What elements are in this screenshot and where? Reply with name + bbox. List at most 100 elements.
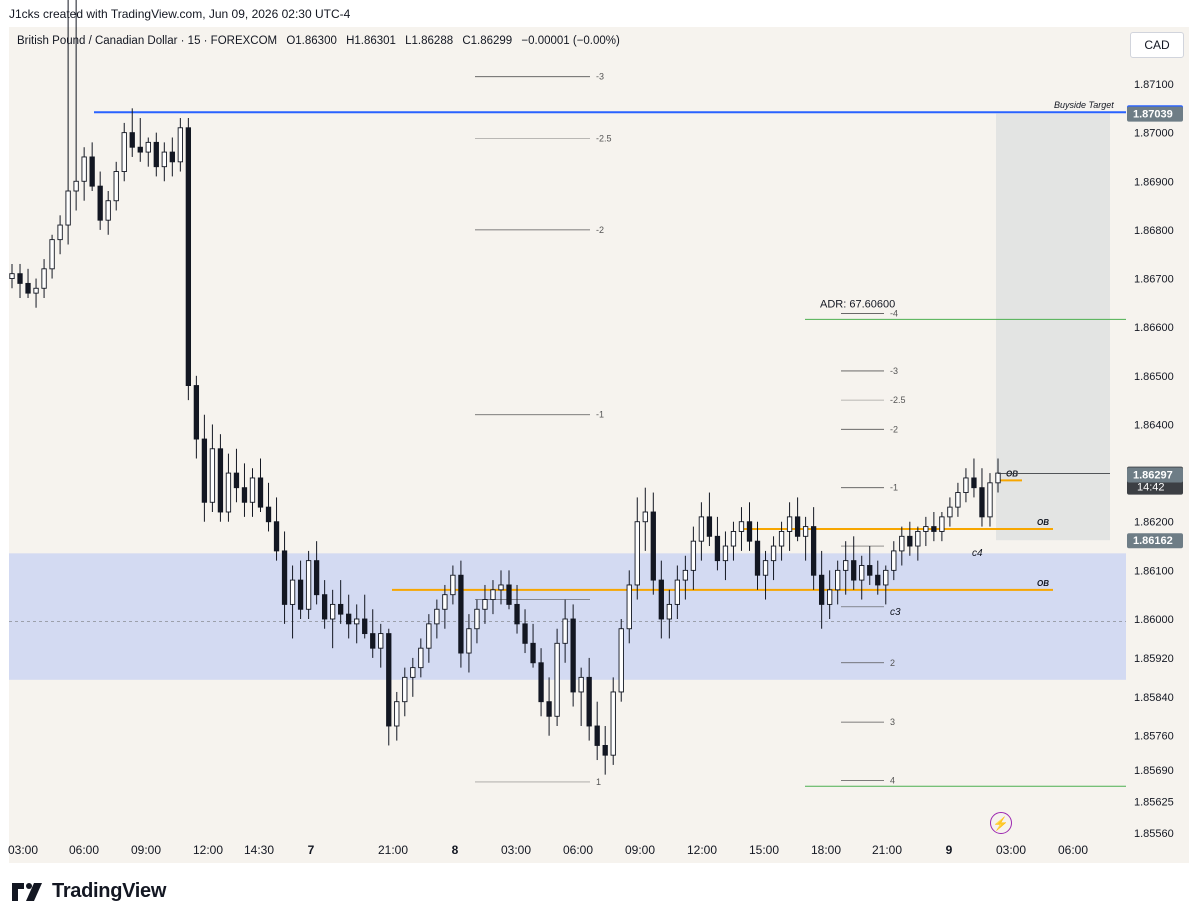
candle[interactable]	[354, 618, 360, 625]
candle[interactable]	[193, 385, 200, 440]
candle[interactable]	[177, 127, 183, 163]
candle[interactable]	[650, 511, 656, 581]
candle[interactable]	[578, 676, 584, 693]
candle[interactable]	[442, 594, 448, 610]
candle[interactable]	[939, 516, 945, 532]
candle[interactable]	[626, 584, 632, 630]
candle[interactable]	[843, 560, 849, 571]
candle[interactable]	[378, 633, 384, 649]
candle[interactable]	[249, 477, 256, 503]
candle[interactable]	[963, 477, 969, 493]
candle[interactable]	[458, 574, 464, 654]
candle[interactable]	[217, 448, 224, 513]
candle[interactable]	[867, 565, 873, 576]
candle[interactable]	[802, 526, 809, 537]
candle[interactable]	[410, 667, 416, 678]
candle[interactable]	[233, 472, 240, 489]
tradingview-logo[interactable]: TradingView	[12, 880, 166, 903]
flash-icon[interactable]: ⚡	[990, 812, 1012, 834]
candle[interactable]	[169, 151, 175, 163]
candle[interactable]	[666, 603, 672, 620]
candle[interactable]	[49, 239, 55, 270]
currency-button[interactable]: CAD	[1130, 32, 1184, 58]
candle[interactable]	[321, 594, 328, 620]
candle[interactable]	[907, 535, 913, 547]
candle[interactable]	[827, 589, 833, 605]
candle[interactable]	[9, 273, 15, 279]
candle[interactable]	[17, 273, 23, 284]
candle[interactable]	[810, 526, 817, 576]
candle[interactable]	[313, 560, 320, 596]
candle[interactable]	[514, 603, 520, 625]
candle[interactable]	[482, 599, 488, 610]
candle[interactable]	[722, 545, 729, 562]
candle[interactable]	[257, 477, 264, 508]
candle[interactable]	[506, 584, 512, 605]
candle[interactable]	[161, 151, 167, 168]
candle[interactable]	[835, 569, 841, 591]
candle[interactable]	[851, 560, 857, 581]
candle[interactable]	[330, 603, 336, 620]
candle[interactable]	[474, 608, 480, 630]
candle[interactable]	[105, 200, 111, 221]
candle[interactable]	[153, 141, 159, 168]
candle[interactable]	[762, 560, 769, 576]
candle[interactable]	[201, 438, 208, 503]
candle[interactable]	[658, 579, 664, 620]
candle[interactable]	[386, 633, 392, 727]
candle[interactable]	[690, 540, 697, 571]
candle[interactable]	[674, 579, 680, 605]
candle[interactable]	[418, 647, 424, 669]
candle[interactable]	[586, 676, 592, 727]
candle[interactable]	[730, 531, 737, 547]
candle[interactable]	[931, 526, 937, 532]
candle[interactable]	[281, 550, 288, 605]
candle[interactable]	[746, 521, 753, 542]
candle[interactable]	[121, 132, 127, 172]
candle[interactable]	[562, 618, 568, 644]
candle[interactable]	[65, 190, 71, 226]
candle[interactable]	[265, 506, 272, 523]
candle[interactable]	[466, 628, 472, 654]
candle[interactable]	[450, 574, 456, 596]
candle[interactable]	[297, 579, 304, 610]
candle[interactable]	[610, 691, 616, 756]
candle[interactable]	[362, 618, 368, 635]
candle[interactable]	[73, 180, 79, 192]
candle[interactable]	[618, 628, 624, 693]
candle[interactable]	[129, 132, 135, 148]
candle[interactable]	[522, 623, 528, 644]
candle[interactable]	[346, 613, 352, 625]
candle[interactable]	[883, 569, 889, 586]
candle[interactable]	[570, 618, 576, 693]
candle[interactable]	[594, 725, 600, 746]
candle[interactable]	[554, 642, 560, 717]
candle[interactable]	[498, 584, 504, 591]
candle[interactable]	[875, 574, 881, 586]
candle[interactable]	[185, 127, 192, 386]
candle[interactable]	[137, 146, 143, 153]
candle[interactable]	[97, 185, 103, 221]
candle[interactable]	[305, 560, 312, 610]
candle[interactable]	[698, 516, 705, 542]
candle[interactable]	[289, 579, 296, 605]
candle[interactable]	[402, 676, 408, 703]
candle[interactable]	[538, 662, 544, 703]
candle[interactable]	[145, 141, 151, 153]
candle[interactable]	[979, 487, 985, 518]
candle[interactable]	[987, 482, 993, 518]
candle[interactable]	[81, 156, 87, 182]
candle[interactable]	[490, 589, 496, 600]
candle[interactable]	[794, 516, 801, 537]
candle[interactable]	[426, 623, 432, 649]
candle[interactable]	[770, 545, 777, 562]
candle[interactable]	[706, 516, 713, 537]
symbol-legend[interactable]: British Pound / Canadian Dollar · 15 · F…	[17, 35, 620, 47]
candle[interactable]	[642, 511, 648, 523]
candle[interactable]	[546, 701, 552, 717]
candle[interactable]	[738, 521, 745, 532]
candle[interactable]	[682, 569, 689, 581]
symbol-name[interactable]: British Pound / Canadian Dollar · 15 · F…	[17, 35, 278, 47]
candle[interactable]	[209, 448, 216, 503]
